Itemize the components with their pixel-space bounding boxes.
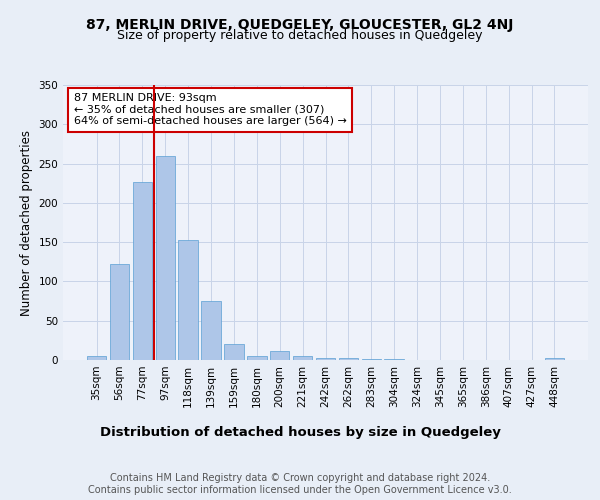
Bar — [545, 358, 564, 360]
Bar — [87, 356, 106, 360]
Bar — [155, 156, 175, 360]
Text: Size of property relative to detached houses in Quedgeley: Size of property relative to detached ho… — [117, 29, 483, 42]
Y-axis label: Number of detached properties: Number of detached properties — [20, 130, 33, 316]
Bar — [133, 182, 152, 360]
Bar — [362, 359, 381, 360]
Text: 87 MERLIN DRIVE: 93sqm
← 35% of detached houses are smaller (307)
64% of semi-de: 87 MERLIN DRIVE: 93sqm ← 35% of detached… — [74, 93, 346, 126]
Bar — [202, 301, 221, 360]
Text: Contains HM Land Registry data © Crown copyright and database right 2024.
Contai: Contains HM Land Registry data © Crown c… — [88, 474, 512, 495]
Bar — [224, 344, 244, 360]
Bar — [270, 350, 289, 360]
Bar — [385, 359, 404, 360]
Bar — [247, 356, 266, 360]
Text: Distribution of detached houses by size in Quedgeley: Distribution of detached houses by size … — [100, 426, 500, 439]
Text: 87, MERLIN DRIVE, QUEDGELEY, GLOUCESTER, GL2 4NJ: 87, MERLIN DRIVE, QUEDGELEY, GLOUCESTER,… — [86, 18, 514, 32]
Bar — [178, 240, 198, 360]
Bar — [338, 358, 358, 360]
Bar — [293, 356, 313, 360]
Bar — [316, 358, 335, 360]
Bar — [110, 264, 129, 360]
